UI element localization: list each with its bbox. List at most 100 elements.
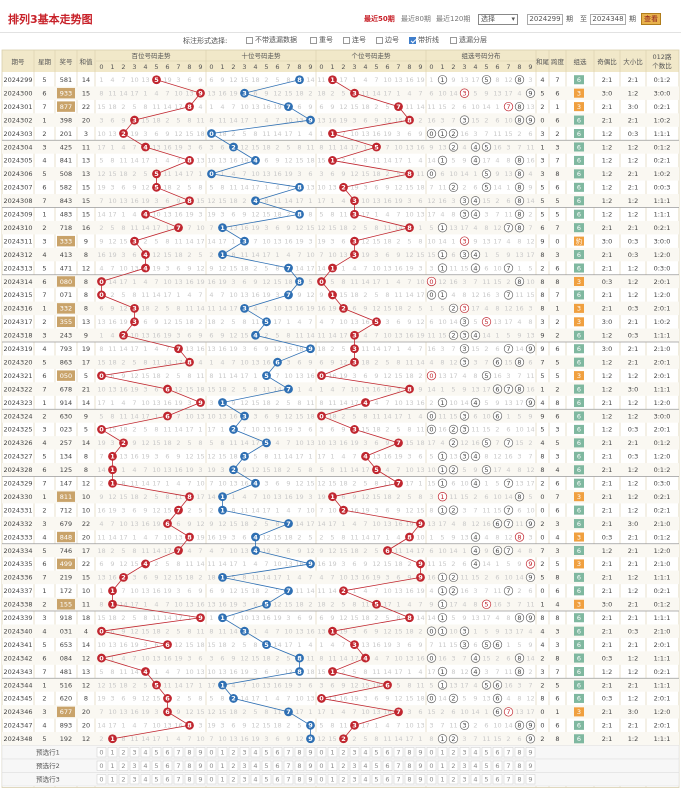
predict-cell[interactable] [250,774,261,785]
range-from-input[interactable]: 2024299 [527,13,563,25]
predict-cell[interactable] [360,760,371,771]
predict-cell[interactable] [283,774,294,785]
predict-cell[interactable] [448,760,459,771]
predict-cell[interactable] [162,774,173,785]
predict-cell[interactable] [327,774,338,785]
predict-cell[interactable] [426,747,437,758]
predict-cell[interactable] [470,774,481,785]
predict-cell[interactable] [459,747,470,758]
predict-cell[interactable] [459,760,470,771]
predict-cell[interactable] [162,747,173,758]
predict-cell[interactable] [371,774,382,785]
predict-cell[interactable] [239,760,250,771]
predict-cell[interactable] [327,760,338,771]
predict-cell[interactable] [503,760,514,771]
predict-cell[interactable] [140,774,151,785]
view-button[interactable]: 查看 [641,13,661,25]
predict-cell[interactable] [404,774,415,785]
predict-cell[interactable] [272,774,283,785]
predict-cell[interactable] [327,747,338,758]
range-select[interactable]: 选择 ▾ [478,13,518,25]
period-link-50[interactable]: 最近50期 [364,15,395,23]
period-link-120[interactable]: 最近120期 [436,15,471,23]
option-edge[interactable]: 边号 [376,35,399,45]
option-no-omission[interactable]: 不带遗漏数据 [246,35,297,45]
predict-cell[interactable] [448,774,459,785]
predict-cell[interactable] [437,760,448,771]
predict-cell[interactable] [404,747,415,758]
predict-cell[interactable] [206,774,217,785]
predict-cell[interactable] [305,774,316,785]
predict-cell[interactable] [305,747,316,758]
predict-cell[interactable] [393,774,404,785]
predict-cell[interactable] [195,774,206,785]
predict-cell[interactable] [239,747,250,758]
range-to-input[interactable]: 2024348 [590,13,626,25]
predict-cell[interactable] [525,760,536,771]
predict-cell[interactable] [129,774,140,785]
predict-cell[interactable] [415,774,426,785]
predict-cell[interactable] [338,760,349,771]
predict-cell[interactable] [261,774,272,785]
predict-cell[interactable] [140,747,151,758]
predict-cell[interactable] [481,760,492,771]
predict-cell[interactable] [184,774,195,785]
predict-cell[interactable] [173,760,184,771]
predict-cell[interactable] [184,747,195,758]
predict-cell[interactable] [151,747,162,758]
predict-cell[interactable] [96,774,107,785]
predict-cell[interactable] [217,774,228,785]
predict-cell[interactable] [360,747,371,758]
predict-cell[interactable] [514,747,525,758]
predict-cell[interactable] [195,747,206,758]
predict-cell[interactable] [107,760,118,771]
predict-cell[interactable] [283,747,294,758]
predict-cell[interactable] [96,760,107,771]
predict-cell[interactable] [459,774,470,785]
predict-cell[interactable] [129,747,140,758]
predict-cell[interactable] [151,774,162,785]
predict-cell[interactable] [184,760,195,771]
predict-cell[interactable] [525,774,536,785]
predict-cell[interactable] [481,774,492,785]
predict-cell[interactable] [294,760,305,771]
predict-cell[interactable] [349,747,360,758]
predict-cell[interactable] [239,774,250,785]
predict-cell[interactable] [294,774,305,785]
predict-cell[interactable] [514,774,525,785]
predict-cell[interactable] [525,747,536,758]
predict-cell[interactable] [338,747,349,758]
predict-cell[interactable] [261,760,272,771]
option-omission-layers[interactable]: 遗漏分层 [450,35,487,45]
predict-cell[interactable] [217,747,228,758]
predict-cell[interactable] [382,760,393,771]
predict-cell[interactable] [228,747,239,758]
predict-cell[interactable] [316,774,327,785]
predict-cell[interactable] [272,747,283,758]
predict-cell[interactable] [393,747,404,758]
option-polyline[interactable]: 带折线 [409,35,439,45]
predict-cell[interactable] [382,747,393,758]
predict-cell[interactable] [470,747,481,758]
predict-cell[interactable] [217,760,228,771]
predict-cell[interactable] [173,747,184,758]
predict-cell[interactable] [140,760,151,771]
period-link-80[interactable]: 最近80期 [401,15,431,23]
predict-cell[interactable] [305,760,316,771]
predict-cell[interactable] [250,747,261,758]
predict-cell[interactable] [371,760,382,771]
predict-cell[interactable] [316,747,327,758]
predict-cell[interactable] [283,760,294,771]
predict-cell[interactable] [492,747,503,758]
predict-cell[interactable] [382,774,393,785]
predict-cell[interactable] [492,774,503,785]
predict-cell[interactable] [151,760,162,771]
predict-cell[interactable] [437,774,448,785]
predict-cell[interactable] [514,760,525,771]
predict-cell[interactable] [470,760,481,771]
predict-cell[interactable] [250,760,261,771]
predict-cell[interactable] [107,774,118,785]
predict-cell[interactable] [349,760,360,771]
predict-cell[interactable] [118,774,129,785]
predict-cell[interactable] [503,774,514,785]
